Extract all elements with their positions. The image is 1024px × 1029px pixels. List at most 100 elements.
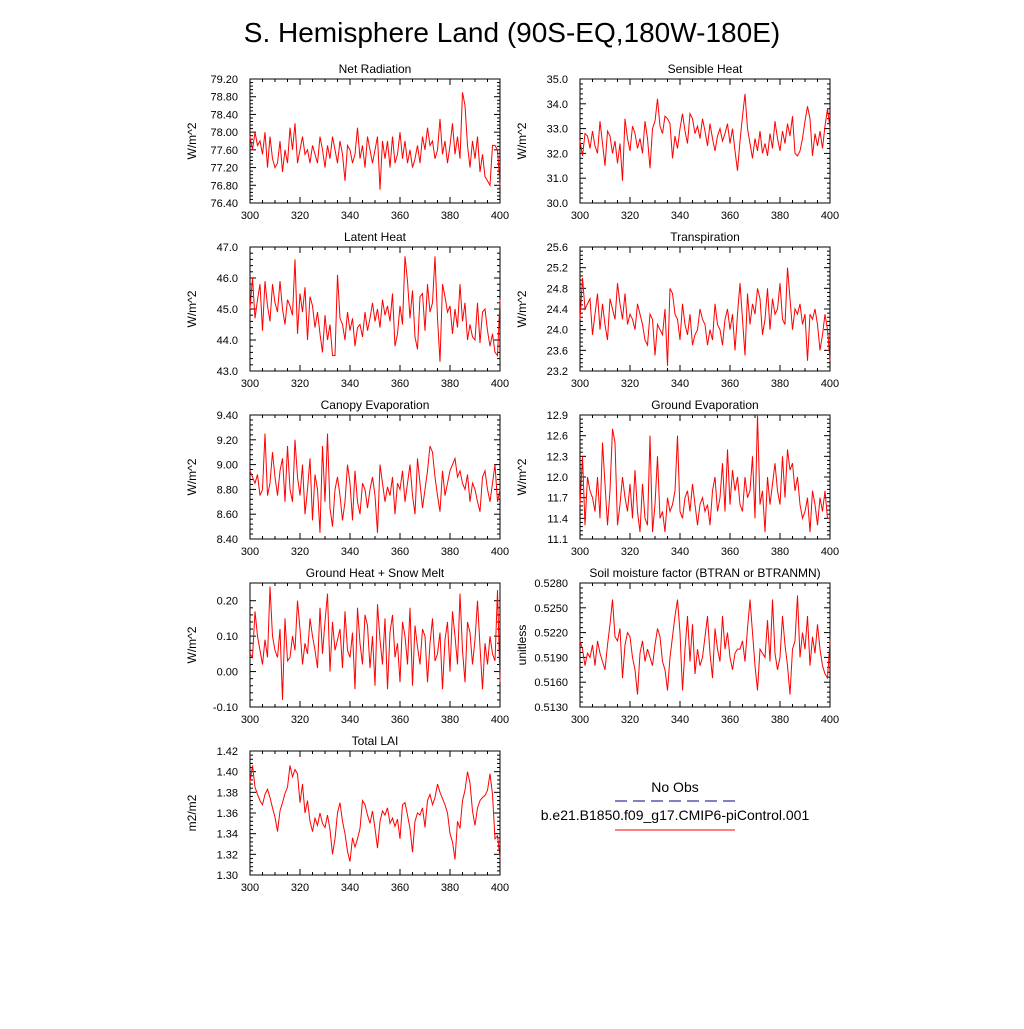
- y-tick-label: 24.4: [547, 304, 568, 316]
- x-tick-label: 300: [571, 210, 589, 222]
- x-tick-label: 340: [341, 882, 359, 894]
- panel-title: Ground Evaporation: [651, 398, 758, 412]
- y-tick-label: 44.0: [217, 335, 238, 347]
- x-tick-label: 380: [441, 714, 459, 726]
- panel-title: Sensible Heat: [668, 62, 743, 76]
- panel-2: Sensible Heat W/m^2 300 320 340 360 380 400 30.0…: [515, 62, 839, 222]
- plot-frame: [249, 414, 501, 540]
- panel-title: Soil moisture factor (BTRAN or BTRANMN): [589, 566, 820, 580]
- y-axis-label: m2/m2: [185, 794, 199, 831]
- y-tick-label: 78.80: [210, 92, 238, 104]
- panel-9: Total LAI m2/m2 300 320 340 360 380 400 1.30 1.32…: [185, 734, 509, 894]
- x-tick-label: 360: [391, 882, 409, 894]
- x-tick-label: 360: [721, 210, 739, 222]
- y-tick-label: 0.5160: [534, 677, 568, 689]
- panel-title: Total LAI: [352, 734, 399, 748]
- plot-frame: [579, 246, 831, 372]
- series-line: [249, 256, 501, 362]
- y-tick-label: 11.7: [547, 493, 568, 505]
- x-tick-label: 340: [671, 546, 689, 558]
- y-tick-label: 12.3: [547, 451, 568, 463]
- panel-title: Transpiration: [670, 230, 740, 244]
- x-tick-label: 400: [821, 714, 839, 726]
- y-tick-label: 0.5130: [534, 702, 568, 714]
- x-tick-label: 360: [721, 546, 739, 558]
- x-tick-label: 340: [671, 210, 689, 222]
- y-tick-label: 1.30: [217, 870, 238, 882]
- y-tick-label: 24.0: [547, 325, 568, 337]
- y-tick-label: 77.20: [210, 163, 238, 175]
- y-tick-label: 8.60: [217, 509, 238, 521]
- x-tick-label: 400: [821, 546, 839, 558]
- y-tick-label: 1.40: [217, 767, 238, 779]
- y-tick-label: 23.2: [547, 366, 568, 378]
- x-tick-label: 340: [341, 714, 359, 726]
- x-tick-label: 360: [391, 378, 409, 390]
- y-tick-label: 25.6: [547, 242, 568, 254]
- x-tick-label: 300: [241, 546, 259, 558]
- y-axis-label: W/m^2: [515, 290, 529, 327]
- y-tick-label: 9.40: [217, 410, 238, 422]
- x-tick-label: 400: [491, 714, 509, 726]
- y-tick-label: 0.20: [217, 596, 238, 608]
- panel-title: Latent Heat: [344, 230, 407, 244]
- y-tick-label: 12.0: [547, 472, 568, 484]
- x-tick-label: 360: [721, 714, 739, 726]
- y-tick-label: 78.40: [210, 109, 238, 121]
- panel-1: Net Radiation W/m^2 300 320 340 360 380 400 76.4…: [185, 62, 509, 222]
- x-tick-label: 400: [491, 378, 509, 390]
- plot-frame: [249, 246, 501, 372]
- panel-title: Ground Heat + Snow Melt: [306, 566, 445, 580]
- panel-5: Canopy Evaporation W/m^2 300 320 340 360 380 40…: [185, 398, 509, 558]
- series-line: [249, 92, 501, 190]
- x-tick-label: 360: [391, 210, 409, 222]
- y-tick-label: 76.80: [210, 180, 238, 192]
- y-tick-label: -0.10: [213, 702, 238, 714]
- series-line: [579, 414, 830, 533]
- series-line: [249, 433, 501, 533]
- x-tick-label: 300: [241, 882, 259, 894]
- y-tick-label: 46.0: [217, 273, 238, 285]
- x-tick-label: 340: [341, 378, 359, 390]
- x-tick-label: 320: [291, 546, 309, 558]
- series-line: [579, 93, 831, 181]
- x-tick-label: 400: [821, 378, 839, 390]
- y-tick-label: 43.0: [217, 366, 238, 378]
- y-tick-label: 8.40: [217, 534, 238, 546]
- panels: Net Radiation W/m^2 300 320 340 360 380 400 76.4…: [185, 62, 839, 894]
- x-tick-label: 380: [441, 882, 459, 894]
- y-tick-label: 24.8: [547, 283, 568, 295]
- x-tick-label: 380: [441, 378, 459, 390]
- y-axis-label: W/m^2: [185, 290, 199, 327]
- x-tick-label: 400: [491, 210, 509, 222]
- x-tick-label: 300: [571, 714, 589, 726]
- x-tick-label: 320: [291, 378, 309, 390]
- y-tick-label: 25.2: [547, 263, 568, 275]
- panel-7: Ground Heat + Snow Melt W/m^2 300 320 340 360…: [185, 566, 509, 726]
- x-tick-label: 380: [771, 378, 789, 390]
- x-tick-label: 400: [821, 210, 839, 222]
- y-tick-label: 8.80: [217, 484, 238, 496]
- panel-6: Ground Evaporation W/m^2 300 320 340 360 380 40…: [515, 398, 839, 558]
- plot-frame: [579, 582, 831, 708]
- legend-obs-label: No Obs: [651, 779, 698, 795]
- x-tick-label: 360: [391, 714, 409, 726]
- y-tick-label: 47.0: [217, 242, 238, 254]
- x-tick-label: 340: [671, 714, 689, 726]
- panel-8: Soil moisture factor (BTRAN or BTRANMN) u…: [515, 566, 839, 726]
- x-tick-label: 400: [491, 546, 509, 558]
- y-tick-label: 34.0: [547, 99, 568, 111]
- x-tick-label: 380: [771, 714, 789, 726]
- x-tick-label: 340: [671, 378, 689, 390]
- panel-3: Latent Heat W/m^2 300 320 340 360 380 400 43.0 44…: [185, 230, 509, 390]
- x-tick-label: 300: [571, 378, 589, 390]
- x-tick-label: 380: [441, 546, 459, 558]
- x-tick-label: 340: [341, 546, 359, 558]
- x-tick-label: 340: [341, 210, 359, 222]
- y-tick-label: 1.42: [217, 746, 238, 758]
- y-tick-label: 31.0: [547, 173, 568, 185]
- x-tick-label: 400: [491, 882, 509, 894]
- y-tick-label: 11.1: [547, 534, 568, 546]
- x-tick-label: 300: [241, 210, 259, 222]
